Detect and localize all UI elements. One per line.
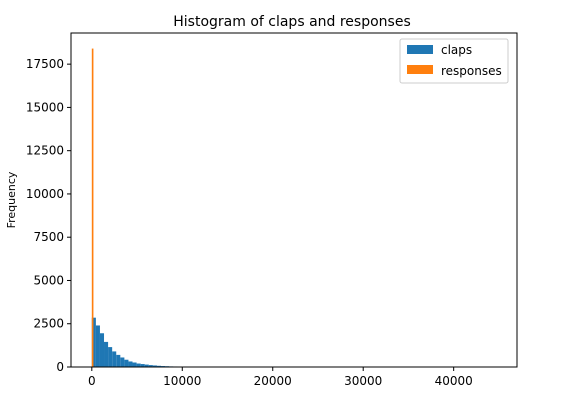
bar-claps-12 xyxy=(140,364,145,367)
bar-claps-8 xyxy=(124,359,129,367)
y-axis-label: Frequency xyxy=(5,171,18,228)
legend-label-claps: claps xyxy=(441,43,472,57)
y-tick-label: 17500 xyxy=(26,57,64,71)
legend: claps responses xyxy=(399,38,509,84)
y-tick-label: 2500 xyxy=(33,317,64,331)
plot-frame xyxy=(70,32,518,368)
legend-swatch-claps xyxy=(407,45,433,54)
bar-claps-13 xyxy=(144,364,149,367)
bar-claps-16 xyxy=(156,365,162,367)
x-axis: 0 10000 20000 30000 40000 xyxy=(88,367,473,388)
y-tick-label: 10000 xyxy=(26,187,64,201)
y-tick-label: 12500 xyxy=(26,144,64,158)
bars-layer xyxy=(91,48,214,367)
bar-claps-10 xyxy=(132,362,137,367)
chart-title: Histogram of claps and responses xyxy=(173,14,411,30)
y-tick-label: 0 xyxy=(56,360,64,374)
x-tick-label: 10000 xyxy=(163,374,201,388)
bar-claps-1 xyxy=(95,325,100,367)
y-tick-label: 5000 xyxy=(33,273,64,287)
bar-claps-6 xyxy=(116,354,121,367)
x-tick-label: 0 xyxy=(88,374,96,388)
bar-claps-4 xyxy=(108,347,113,367)
y-tick-label: 7500 xyxy=(33,230,64,244)
x-tick-label: 30000 xyxy=(344,374,382,388)
bar-claps-15 xyxy=(152,365,157,367)
legend-label-responses: responses xyxy=(441,64,502,78)
y-axis: 0 2500 5000 7500 10000 12500 15000 17500 xyxy=(26,57,71,374)
bar-claps-7 xyxy=(120,357,125,367)
bar-claps-3 xyxy=(104,341,109,367)
bar-claps-0 xyxy=(91,317,96,367)
bar-responses-0 xyxy=(91,48,94,367)
bar-claps-5 xyxy=(112,351,117,367)
x-tick-label: 40000 xyxy=(435,374,473,388)
y-tick-label: 15000 xyxy=(26,100,64,114)
x-tick-label: 20000 xyxy=(254,374,292,388)
bar-claps-2 xyxy=(99,333,105,367)
bar-claps-9 xyxy=(128,361,133,367)
bar-claps-11 xyxy=(136,363,141,367)
legend-swatch-responses xyxy=(407,65,433,74)
bar-claps-14 xyxy=(148,365,153,367)
